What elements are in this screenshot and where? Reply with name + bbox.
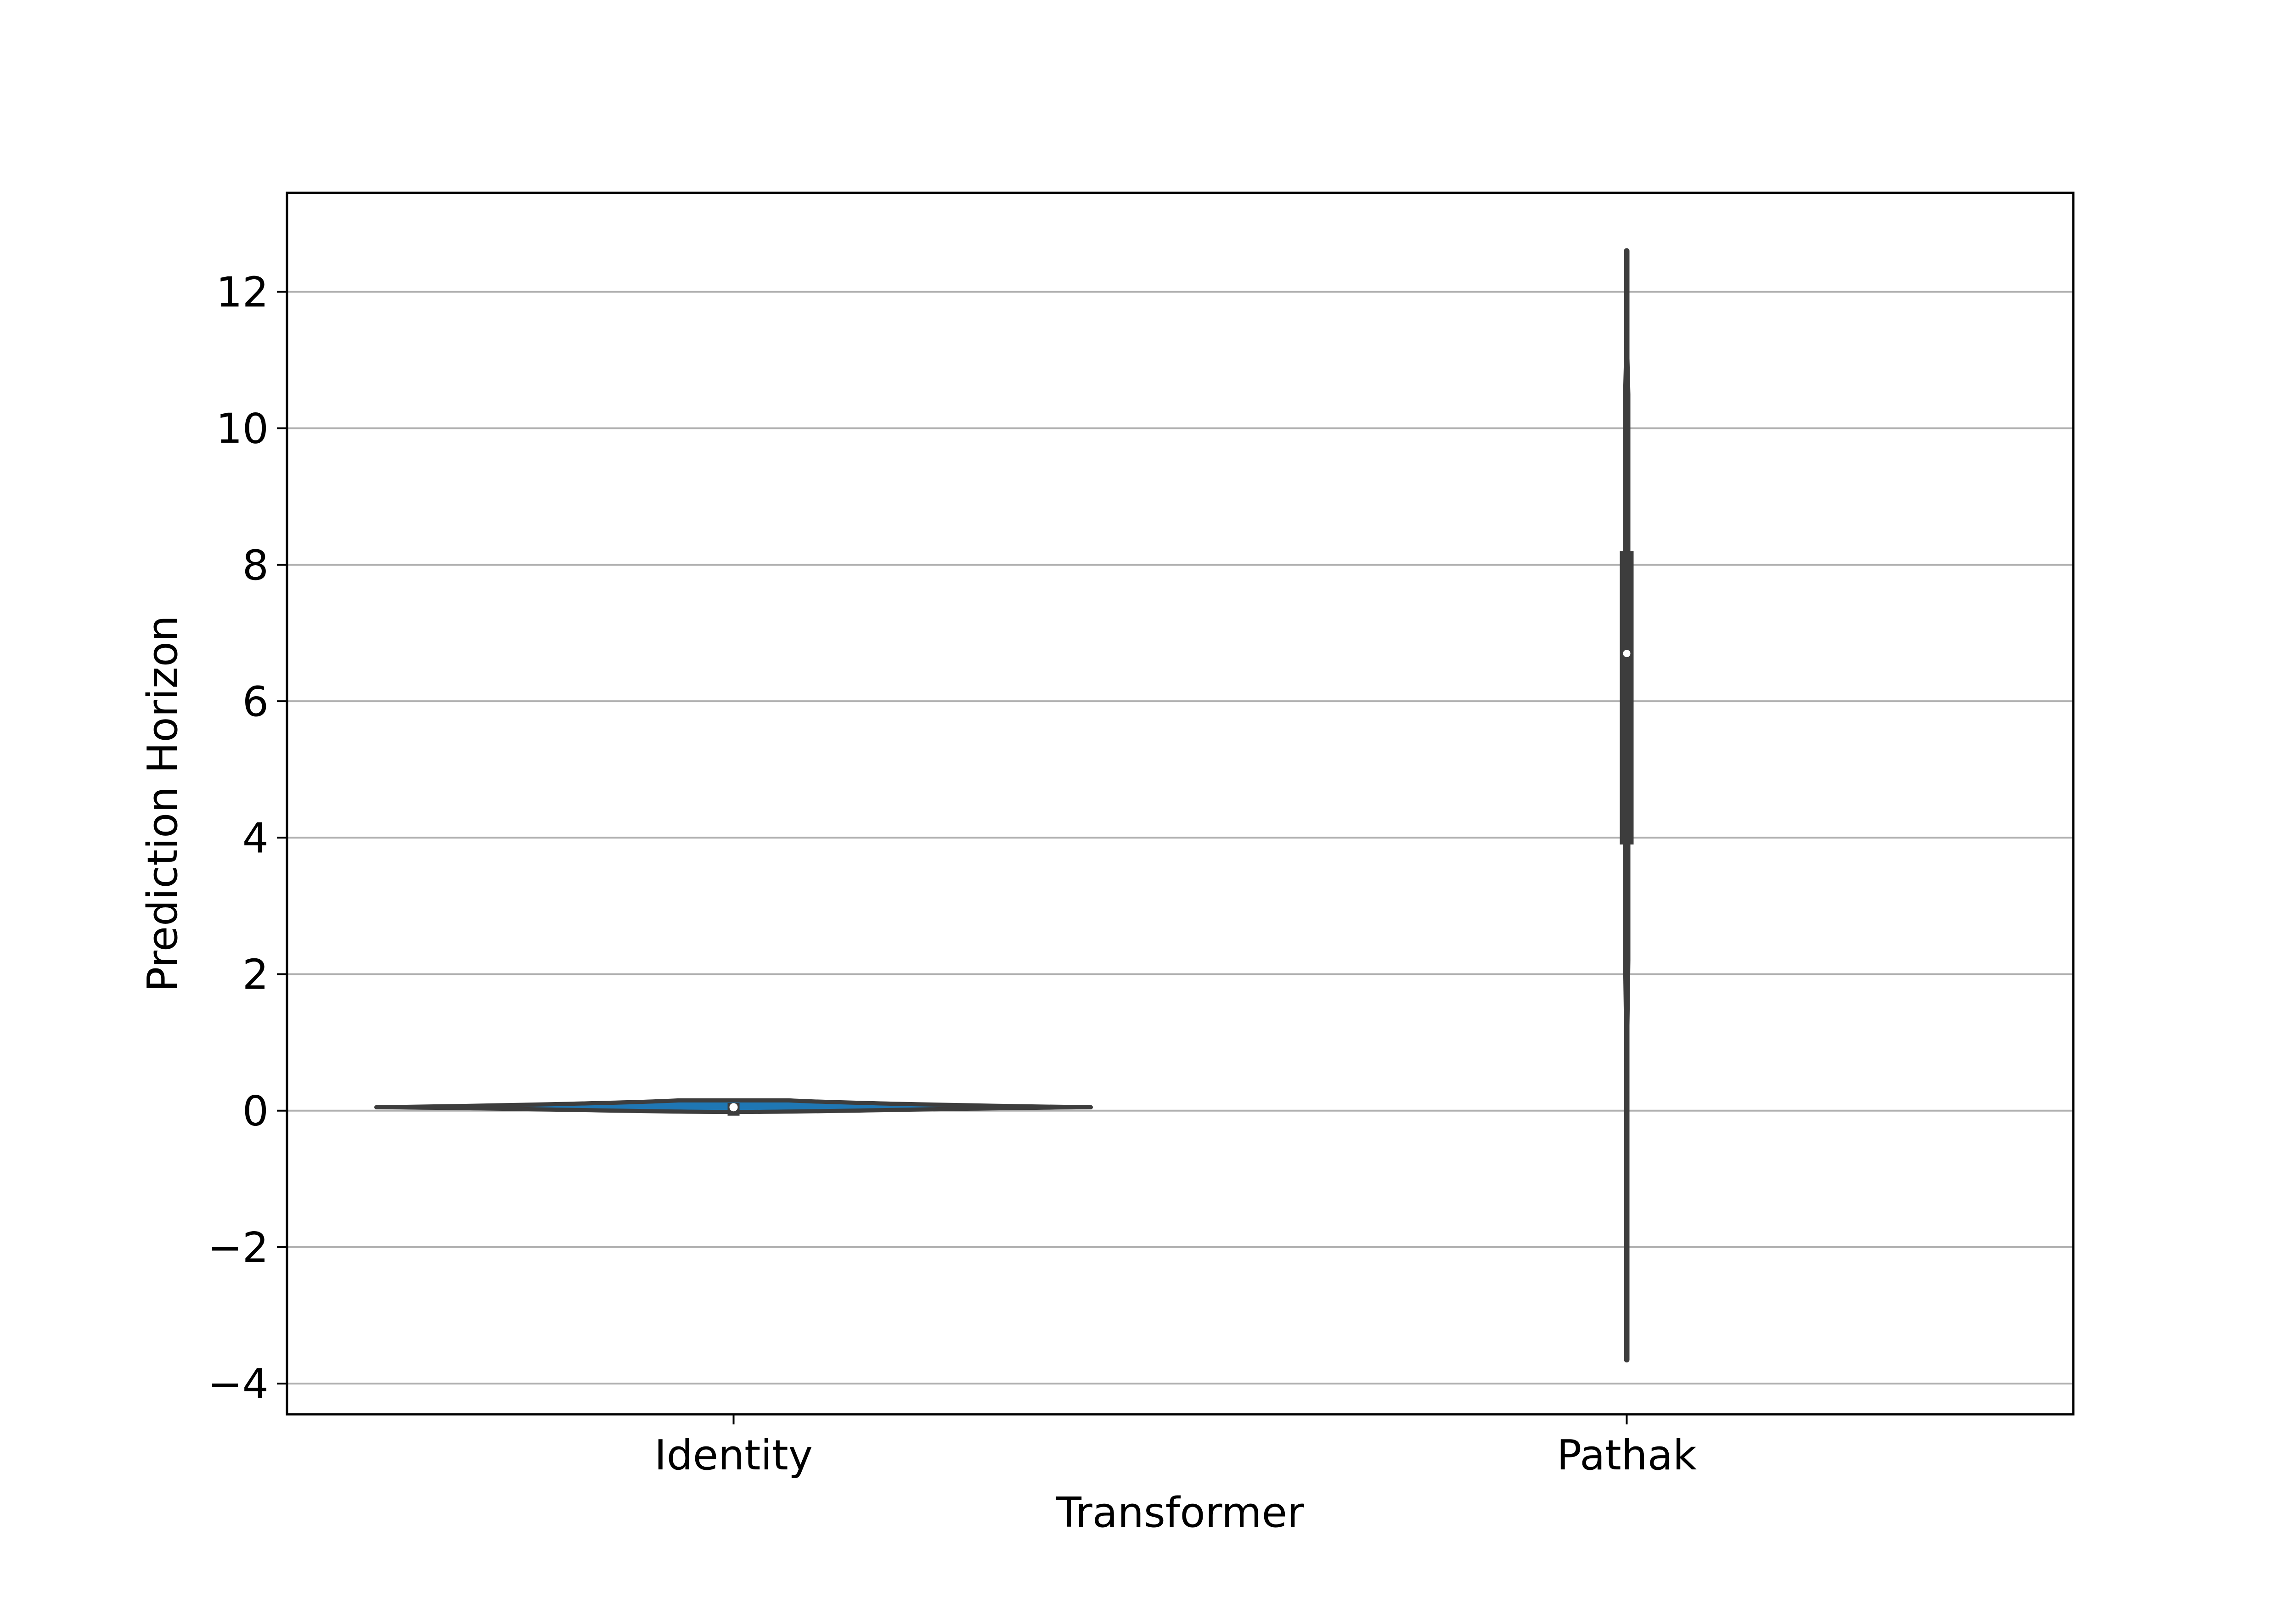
violin-box: [1620, 551, 1634, 845]
x-tick-label: Pathak: [1557, 1431, 1697, 1480]
y-tick-label: 6: [242, 678, 269, 726]
y-axis-label: Prediction Horizon: [139, 615, 187, 992]
x-axis-label: Transformer: [1056, 1489, 1304, 1537]
y-tick-label: −4: [208, 1360, 269, 1408]
violin-median: [729, 1103, 738, 1112]
y-ticks: −4 −2 0 2 4 6 8 10 12: [208, 268, 287, 1408]
y-tick-label: 12: [216, 268, 269, 316]
y-tick-label: 2: [242, 951, 269, 999]
violin-median: [1623, 650, 1631, 658]
x-tick-label: Identity: [654, 1431, 813, 1480]
y-tick-label: 0: [242, 1087, 269, 1136]
y-tick-label: 10: [216, 405, 269, 453]
plot-frame: [286, 191, 2075, 1416]
x-ticks: Identity Pathak: [654, 1414, 1697, 1480]
y-tick-label: −2: [208, 1224, 269, 1272]
violin-pathak: [1620, 248, 1634, 1363]
y-tick-label: 4: [242, 814, 269, 862]
violin-layer: [374, 248, 1634, 1363]
violin-identity: [374, 1098, 1093, 1116]
y-tick-label: 8: [242, 541, 269, 590]
